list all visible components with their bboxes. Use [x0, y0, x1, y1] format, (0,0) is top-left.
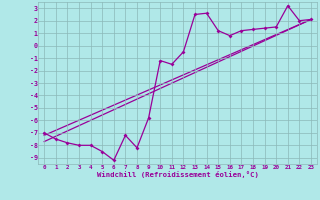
- X-axis label: Windchill (Refroidissement éolien,°C): Windchill (Refroidissement éolien,°C): [97, 171, 259, 178]
